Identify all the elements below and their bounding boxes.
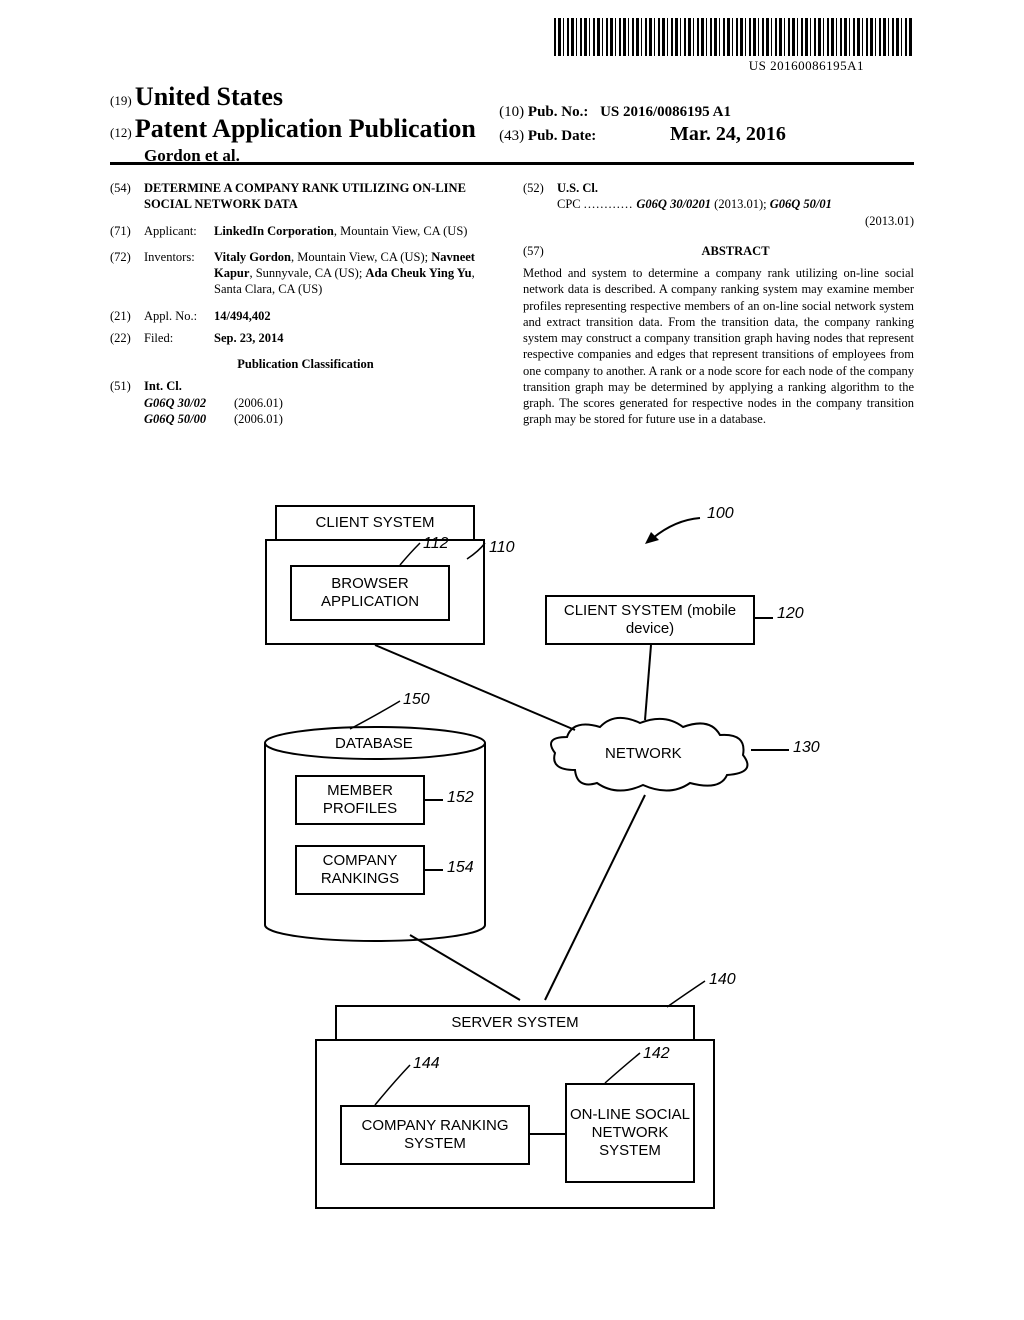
ref-144: 144 xyxy=(413,1055,440,1073)
header-left: (19) United States (12) Patent Applicati… xyxy=(110,82,496,166)
conn-db-server xyxy=(410,935,530,1005)
filed-value: Sep. 23, 2014 xyxy=(214,331,283,345)
client-mobile-box: CLIENT SYSTEM (mobile device) xyxy=(545,595,755,645)
intcl-code: (51) xyxy=(110,378,144,427)
conn-144-142 xyxy=(530,1133,565,1135)
browser-box: BROWSER APPLICATION xyxy=(290,565,450,621)
network-label: NETWORK xyxy=(605,745,682,762)
pubdate-label: Pub. Date: xyxy=(528,128,596,144)
pub-code: (12) xyxy=(110,125,132,140)
ref-130-leader xyxy=(751,749,789,751)
ref-152-leader xyxy=(425,799,443,801)
barcode xyxy=(554,18,914,56)
company-rankings-box: COMPANY RANKINGS xyxy=(295,845,425,895)
pubno-label: Pub. No.: xyxy=(528,104,588,120)
company-ranking-system-box: COMPANY RANKING SYSTEM xyxy=(340,1105,530,1165)
ref-154: 154 xyxy=(447,859,474,877)
pubno-value: US 2016/0086195 A1 xyxy=(600,104,731,120)
applicant-loc: , Mountain View, CA (US) xyxy=(334,224,468,238)
barcode-text: US 20160086195A1 xyxy=(749,58,864,74)
cpc-yr2: (2013.01) xyxy=(865,213,914,229)
database-cylinder xyxy=(260,725,490,945)
header-right: (10) Pub. No.: US 2016/0086195 A1 (43) P… xyxy=(499,82,901,146)
right-column: (52) U.S. Cl. CPC ............ G06Q 30/0… xyxy=(523,180,914,433)
ref-142: 142 xyxy=(643,1045,670,1063)
cpc-prefix: CPC xyxy=(557,197,584,211)
server-system-title: SERVER SYSTEM xyxy=(335,1005,695,1039)
inventors-label: Inventors: xyxy=(144,249,214,298)
abstract-heading: ABSTRACT xyxy=(557,243,914,259)
intcl-year-1: (2006.01) xyxy=(234,411,283,427)
ref-140: 140 xyxy=(709,971,736,989)
cpc-yr1: (2013.01); xyxy=(711,197,770,211)
ref-120: 120 xyxy=(777,605,804,623)
pubdate-code: (43) xyxy=(499,128,524,144)
filed-label: Filed: xyxy=(144,330,214,346)
abstract-code: (57) xyxy=(523,243,557,265)
uscl-label: U.S. Cl. xyxy=(557,181,598,195)
applno-code: (21) xyxy=(110,308,144,324)
inventors-body: Vitaly Gordon, Mountain View, CA (US); N… xyxy=(214,249,501,298)
applicant-name: LinkedIn Corporation xyxy=(214,224,334,238)
cpc-1: G06Q 30/0201 xyxy=(636,197,711,211)
left-column: (54) DETERMINE A COMPANY RANK UTILIZING … xyxy=(110,180,501,433)
ref-152: 152 xyxy=(447,789,474,807)
database-label: DATABASE xyxy=(335,735,413,752)
pubdate-value: Mar. 24, 2016 xyxy=(670,123,786,145)
pubclass-heading: Publication Classification xyxy=(110,356,501,372)
cpc-2: G06Q 50/01 xyxy=(770,197,832,211)
applicant-label: Applicant: xyxy=(144,223,214,239)
figure-diagram: 100 CLIENT SYSTEM 110 BROWSER APPLICATIO… xyxy=(235,505,825,1265)
body-columns: (54) DETERMINE A COMPANY RANK UTILIZING … xyxy=(110,180,914,433)
member-profiles-box: MEMBER PROFILES xyxy=(295,775,425,825)
uscl-code: (52) xyxy=(523,180,557,229)
document-header: (19) United States (12) Patent Applicati… xyxy=(110,82,914,166)
intcl-class-0: G06Q 30/02 xyxy=(144,395,234,411)
ref-154-leader xyxy=(425,869,443,871)
conn-network-server xyxy=(545,795,665,1005)
ref-130: 130 xyxy=(793,739,820,757)
ref-150: 150 xyxy=(403,691,430,709)
ref-112: 112 xyxy=(423,535,449,553)
ref-110: 110 xyxy=(489,539,515,557)
abstract-body: Method and system to determine a company… xyxy=(523,265,914,428)
online-social-box: ON-LINE SOCIAL NETWORK SYSTEM xyxy=(565,1083,695,1183)
applicant-code: (71) xyxy=(110,223,144,239)
conn-mobile-network xyxy=(645,645,685,720)
applno-label: Appl. No.: xyxy=(144,308,214,324)
client-system-title: CLIENT SYSTEM xyxy=(275,505,475,539)
intcl-label: Int. Cl. xyxy=(144,379,182,393)
invention-title: DETERMINE A COMPANY RANK UTILIZING ON-LI… xyxy=(144,180,501,213)
pub-title: Patent Application Publication xyxy=(135,114,476,143)
title-code: (54) xyxy=(110,180,144,213)
intcl-year-0: (2006.01) xyxy=(234,395,283,411)
filed-code: (22) xyxy=(110,330,144,346)
applno-value: 14/494,402 xyxy=(214,309,271,323)
header-divider xyxy=(110,162,914,165)
country-code: (19) xyxy=(110,93,132,108)
ref-100: 100 xyxy=(707,505,734,523)
pubno-code: (10) xyxy=(499,104,524,120)
ref-150-leader xyxy=(350,701,410,731)
ref-120-leader xyxy=(755,617,773,619)
intcl-class-1: G06Q 50/00 xyxy=(144,411,234,427)
inventors-code: (72) xyxy=(110,249,144,298)
country: United States xyxy=(135,82,283,111)
applicant-body: LinkedIn Corporation, Mountain View, CA … xyxy=(214,223,501,239)
